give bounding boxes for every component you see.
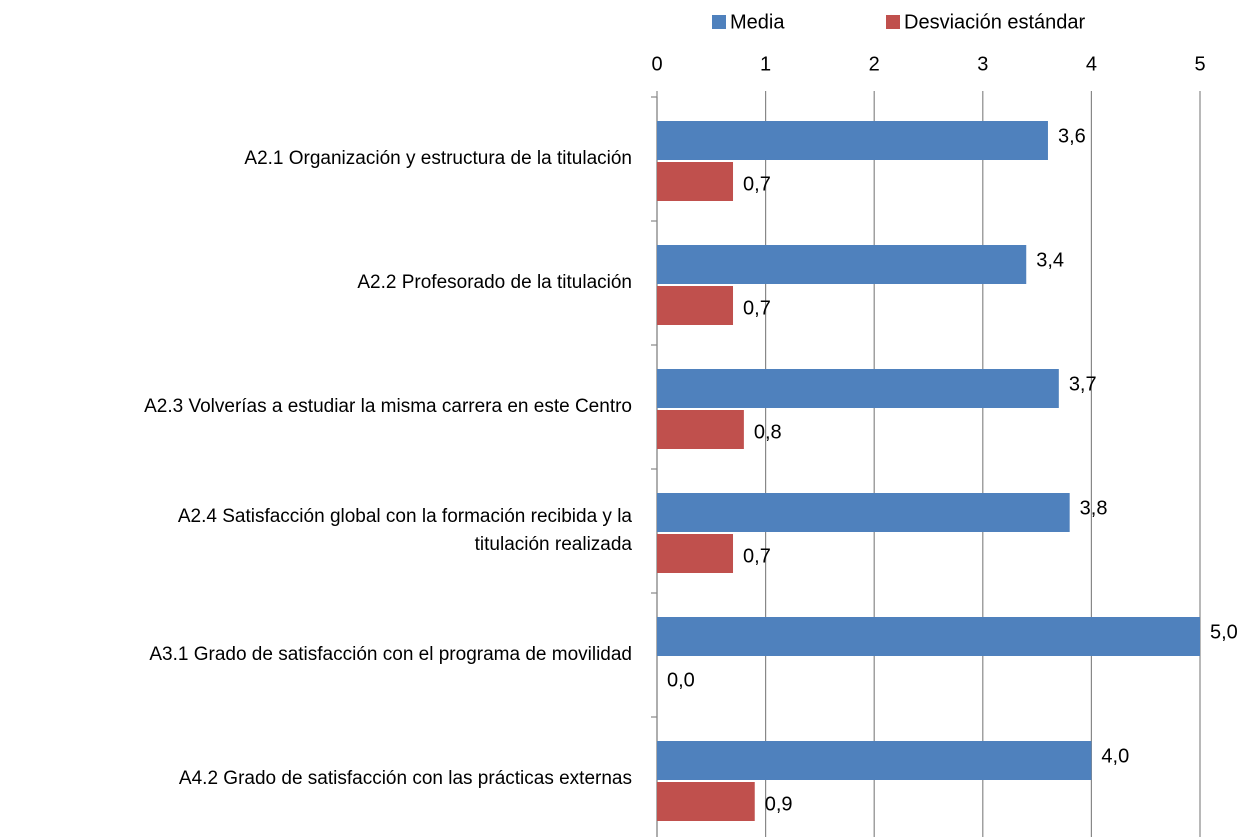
x-tick-label: 4 <box>1086 53 1097 75</box>
bar <box>657 534 734 573</box>
legend-label: Media <box>730 11 785 33</box>
bar <box>657 741 1092 780</box>
y-tick-label: A4.2 Grado de satisfacción con las práct… <box>178 768 632 789</box>
data-label: 5,0 <box>1210 621 1238 643</box>
legend-label: Desviación estándar <box>904 11 1086 33</box>
y-tick-label: A2.4 Satisfacción global con la formació… <box>177 506 632 555</box>
data-label: 3,8 <box>1080 497 1108 519</box>
legend-swatch <box>712 15 726 29</box>
bar <box>657 617 1200 656</box>
legend-swatch <box>886 15 900 29</box>
bar <box>657 410 744 449</box>
y-tick-label: A3.1 Grado de satisfacción con el progra… <box>149 644 632 665</box>
x-tick-label: 5 <box>1194 53 1205 75</box>
data-label: 4,0 <box>1101 745 1129 767</box>
bar <box>657 493 1070 532</box>
data-label: 0,7 <box>743 545 771 567</box>
bar <box>657 782 755 821</box>
data-label: 3,6 <box>1058 125 1086 147</box>
y-tick-label: A2.1 Organización y estructura de la tit… <box>244 148 632 169</box>
data-label: 0,9 <box>765 793 793 815</box>
data-label: 0,0 <box>667 669 695 691</box>
x-tick-label: 2 <box>869 53 880 75</box>
bar <box>657 286 734 325</box>
y-tick-label: A2.2 Profesorado de la titulación <box>357 272 632 293</box>
data-label: 0,7 <box>743 173 771 195</box>
data-label: 3,7 <box>1069 373 1097 395</box>
bar <box>657 369 1059 408</box>
data-label: 0,7 <box>743 297 771 319</box>
bar <box>657 121 1048 160</box>
x-tick-label: 1 <box>760 53 771 75</box>
data-label: 3,4 <box>1036 249 1064 271</box>
y-tick-label: A2.3 Volverías a estudiar la misma carre… <box>144 396 632 417</box>
data-label: 0,8 <box>754 421 782 443</box>
bar <box>657 162 734 201</box>
x-tick-label: 3 <box>977 53 988 75</box>
x-tick-label: 0 <box>651 53 662 75</box>
bar <box>657 245 1027 284</box>
